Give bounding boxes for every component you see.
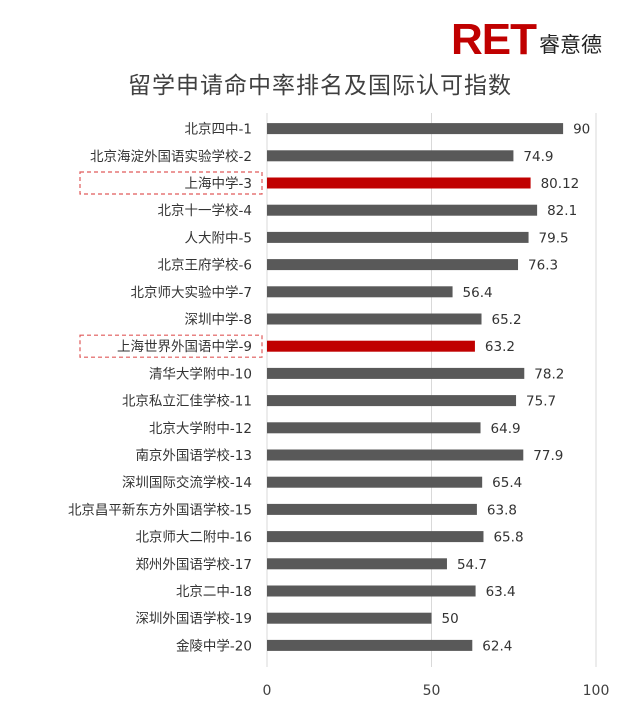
value-label: 75.7: [526, 394, 556, 410]
brand-name: 睿意德: [539, 33, 602, 57]
value-label: 63.2: [485, 339, 515, 355]
chart-title: 留学申请命中率排名及国际认可指数: [128, 73, 512, 99]
category-label: 北京二中-18: [176, 584, 252, 600]
bar: [267, 313, 482, 325]
bar: [267, 476, 483, 488]
bar: [267, 558, 447, 570]
category-label: 北京私立汇佳学校-11: [122, 393, 252, 410]
x-tick-label: 0: [263, 683, 272, 699]
bar: [267, 259, 519, 271]
bar: [267, 367, 525, 379]
brand-logo: RET 睿意德: [451, 18, 602, 62]
category-label: 北京昌平新东方外国语学校-15: [68, 501, 252, 518]
highlight-boxes: [79, 171, 263, 358]
category-label: 深圳外国语学校-19: [135, 610, 252, 627]
value-label: 65.8: [493, 530, 523, 546]
category-label: 人大附中-5: [185, 230, 252, 246]
category-label: 北京十一学校-4: [158, 202, 252, 219]
value-label: 62.4: [482, 638, 512, 654]
category-label: 清华大学附中-10: [149, 366, 252, 382]
value-label: 80.12: [541, 176, 580, 192]
value-labels: 90 74.9 80.12 82.1 79.5 76.3 56.4 65.2 63.2 78.2 7…: [442, 122, 591, 655]
category-label: 深圳国际交流学校-14: [122, 474, 252, 491]
category-label: 北京师大二附中-16: [135, 530, 252, 546]
bar: [267, 503, 477, 515]
bar: [267, 123, 564, 135]
value-label: 56.4: [463, 285, 493, 301]
bar: [267, 231, 529, 243]
bar: [267, 150, 514, 162]
value-label: 64.9: [491, 421, 521, 437]
bar: [267, 395, 517, 407]
value-label: 78.2: [534, 366, 564, 382]
value-label: 90: [573, 122, 590, 138]
value-label: 74.9: [523, 149, 553, 165]
bar: [267, 340, 475, 352]
category-label: 南京外国语学校-13: [135, 447, 252, 464]
gridlines: [266, 113, 597, 667]
category-label: 上海世界外国语中学-9: [117, 339, 252, 355]
category-label: 金陵中学-20: [176, 638, 252, 654]
bar: [267, 585, 476, 597]
value-label: 77.9: [533, 448, 563, 464]
category-label: 北京海淀外国语实验学校-2: [90, 148, 252, 165]
value-label: 65.4: [492, 475, 522, 491]
category-label: 北京师大实验中学-7: [131, 285, 252, 301]
value-label: 50: [442, 611, 459, 627]
bar: [267, 422, 481, 434]
value-label: 65.2: [492, 312, 522, 328]
x-tick-label: 100: [583, 683, 610, 699]
category-labels: 北京四中-1 北京海淀外国语实验学校-2 上海中学-3 北京十一学校-4 人大附中-5 北…: [68, 122, 252, 655]
category-label: 北京大学附中-12: [149, 421, 252, 437]
category-label: 郑州外国语学校-17: [135, 556, 252, 573]
value-label: 63.4: [486, 584, 516, 600]
highlight-box: [79, 171, 263, 195]
category-label: 上海中学-3: [185, 176, 252, 192]
bar: [267, 612, 432, 624]
highlight-box: [79, 334, 263, 358]
brand-logo-mark: RET: [451, 15, 537, 64]
bar: [267, 286, 453, 298]
bar: [267, 204, 538, 216]
value-label: 63.8: [487, 502, 517, 518]
value-label: 54.7: [457, 557, 487, 573]
bar: [267, 639, 473, 651]
value-label: 82.1: [547, 203, 577, 219]
x-tick-label: 50: [423, 683, 441, 699]
bar: [267, 531, 484, 543]
category-label: 深圳中学-8: [185, 312, 252, 328]
bars: [267, 123, 564, 651]
x-axis-ticks: 0 50 100: [263, 683, 610, 699]
bar: [267, 177, 531, 189]
value-label: 76.3: [528, 258, 558, 274]
bar: [267, 449, 524, 461]
category-label: 北京王府学校-6: [158, 257, 252, 274]
category-label: 北京四中-1: [185, 122, 252, 138]
value-label: 79.5: [539, 230, 569, 246]
